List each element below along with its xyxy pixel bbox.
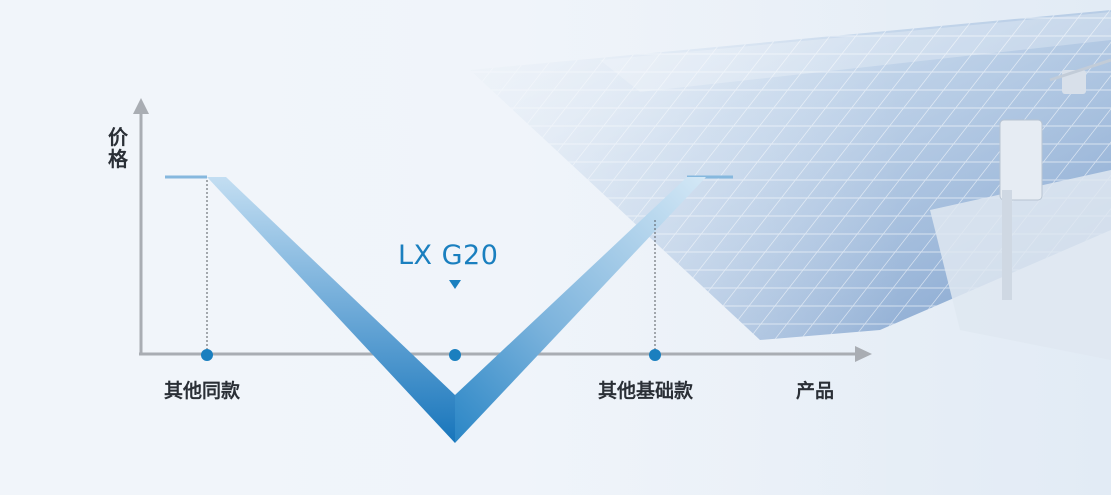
- marker-label-left: 其他同款: [164, 380, 241, 402]
- y-axis-label: 价格: [108, 125, 128, 171]
- center-marker-dot: [449, 349, 461, 361]
- right-marker-dot: [649, 349, 661, 361]
- x-axis-arrow-icon: [855, 346, 872, 362]
- y-axis-arrow-icon: [133, 98, 149, 114]
- left-marker-dot: [201, 349, 213, 361]
- axes: [133, 98, 872, 362]
- marker-label-right: 其他基础款: [598, 380, 694, 402]
- x-axis-label: 产品: [796, 380, 835, 402]
- triangle-down-icon: [449, 280, 461, 289]
- product-name-label: LX G20: [398, 240, 499, 271]
- price-v-shape: [207, 177, 706, 443]
